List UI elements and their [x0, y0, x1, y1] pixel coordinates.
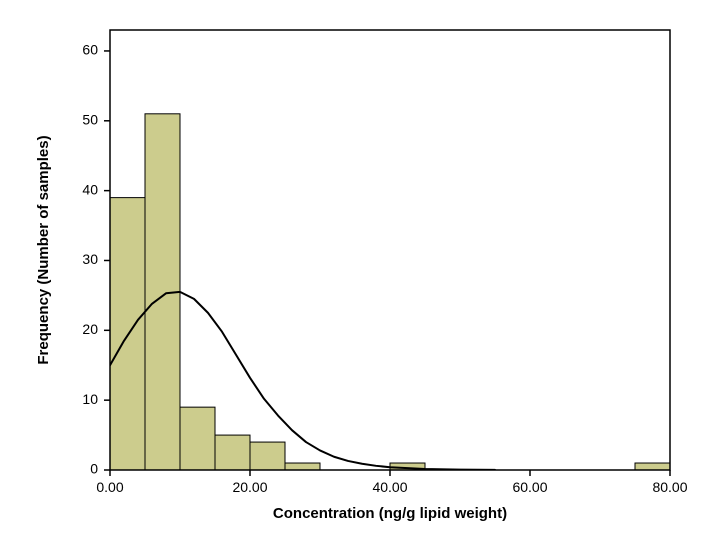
y-tick-label: 50: [82, 111, 98, 127]
histogram-bar: [180, 407, 215, 470]
x-tick-label: 60.00: [512, 479, 547, 495]
y-tick-label: 0: [90, 461, 98, 477]
y-tick-label: 10: [82, 391, 98, 407]
histogram-chart: 0 10 20 30 40 50 60 0.00 20.00 40.00 60.00 80.00 Con…: [10, 10, 692, 540]
histogram-bar: [250, 442, 285, 470]
x-tick-label: 20.00: [232, 479, 267, 495]
x-tick-label: 40.00: [372, 479, 407, 495]
chart-svg: 0 10 20 30 40 50 60 0.00 20.00 40.00 60.00 80.00 Con…: [10, 10, 692, 540]
y-axis-label: Frequency (Number of samples): [35, 135, 52, 364]
y-tick-label: 40: [82, 181, 98, 197]
y-tick-label: 20: [82, 321, 98, 337]
y-tick-label: 60: [82, 42, 98, 58]
x-axis-label: Concentration (ng/g lipid weight): [273, 505, 507, 522]
y-tick-label: 30: [82, 251, 98, 267]
x-tick-label: 80.00: [652, 479, 687, 495]
x-tick-label: 0.00: [96, 479, 123, 495]
histogram-bar: [635, 463, 670, 470]
histogram-bar: [215, 435, 250, 470]
histogram-bar: [285, 463, 320, 470]
